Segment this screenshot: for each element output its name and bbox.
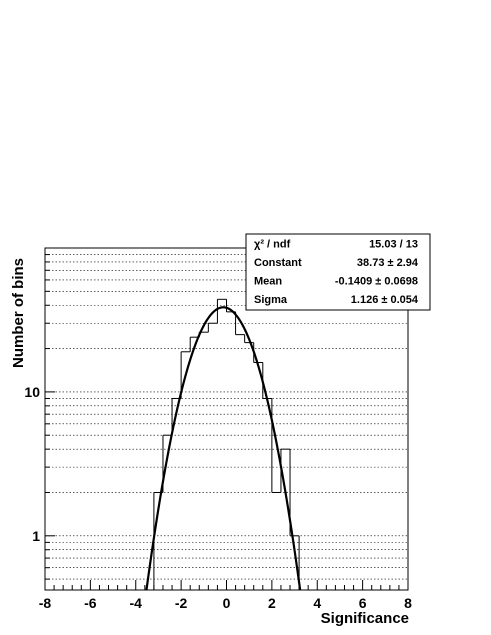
x-tick-label: 4	[313, 595, 321, 611]
stats-label: χ² / ndf	[254, 239, 291, 251]
stats-box: χ² / ndf 15.03 / 13 Constant 38.73 ± 2.94 Me…	[245, 233, 431, 311]
stats-box-frame	[245, 233, 431, 311]
gaussian-fit	[145, 306, 302, 591]
stats-value: 15.03 / 13	[369, 239, 418, 251]
x-tick-label: 0	[223, 595, 231, 611]
stats-label: Mean	[254, 276, 282, 288]
x-tick-label: 8	[404, 595, 412, 611]
x-tick-label: -2	[175, 595, 188, 611]
stats-label: Constant	[254, 257, 302, 269]
y-tick-label: 1	[32, 528, 40, 544]
x-tick-label: -6	[84, 595, 97, 611]
tick-labels: -8 -6 -4 -2 0 2 4 6 8 1 10	[24, 384, 412, 611]
x-tick-label: -4	[130, 595, 143, 611]
x-tick-label: -8	[39, 595, 52, 611]
x-axis-title: Significance	[321, 610, 409, 627]
x-tick-label: 2	[268, 595, 276, 611]
stats-value: 1.126 ± 0.054	[351, 294, 419, 306]
y-tick-label: 10	[24, 384, 40, 400]
stats-value: 38.73 ± 2.94	[357, 257, 419, 269]
stats-label: Sigma	[254, 294, 288, 306]
fit-curve	[145, 306, 302, 591]
y-axis-title: Number of bins	[10, 258, 27, 368]
stats-value: -0.1409 ± 0.0698	[335, 276, 418, 288]
axis-ticks	[44, 247, 409, 590]
x-tick-label: 6	[359, 595, 367, 611]
